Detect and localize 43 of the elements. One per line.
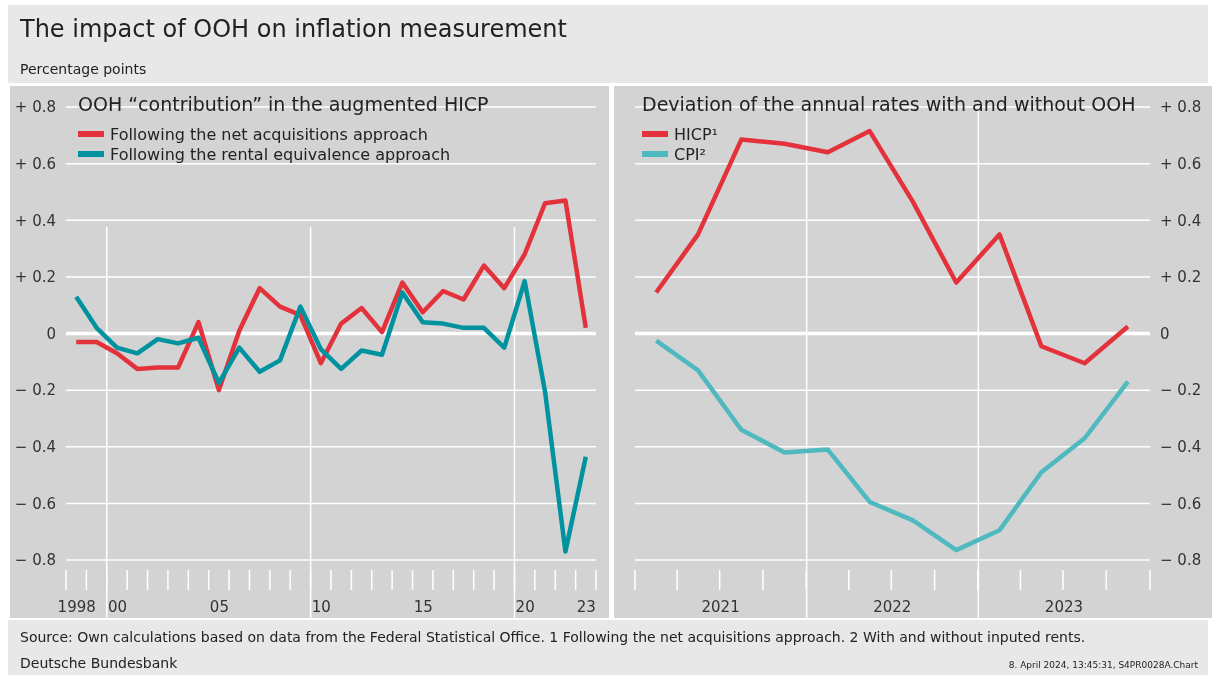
x-tick-label: 00 [107,597,128,616]
line-series [653,338,1131,553]
chart-title: Deviation of the annual rates with and without OOH [642,93,1136,115]
y-tick-label: 0 [1160,324,1170,343]
text: Percentage points [20,61,147,77]
y-tick-label: + 0.8 [14,98,56,117]
y-tick-label: + 0.2 [14,268,56,287]
legend-label: Following the rental equivalence approach [110,144,451,164]
y-tick-label: + 0.6 [1160,154,1202,173]
legend-label: Following the net acquisitions approach [110,124,428,144]
y-tick-label: + 0.8 [1160,98,1202,117]
y-tick-label: − 0.8 [14,551,56,570]
y-tick-label: − 0.6 [1160,494,1202,513]
y-tick-label: + 0.2 [1160,268,1202,287]
y-tick-label: + 0.6 [14,154,56,173]
line-series [73,278,589,554]
source-note: Source: Own calculations based on data from the Federal Statistical Office. 1 Following the net acquisitions approach. 2 With and without inputed rents. [20,629,1086,645]
y-tick-label: − 0.2 [1160,381,1202,400]
y-tick-label: − 0.4 [1160,438,1202,456]
x-tick-label: 15 [413,597,433,616]
text: Deutsche Bundesbank [20,655,179,671]
y-tick-label: − 0.6 [14,494,56,513]
x-tick-label: 2021 [701,597,740,616]
x-tick-label: 10 [311,597,331,616]
y-tick-label: − 0.4 [14,438,56,456]
x-tick-label: 20 [515,597,535,616]
y-tick-label: 0 [46,324,56,343]
y-tick-label: + 0.4 [14,211,56,230]
x-tick-label: 2022 [873,597,912,616]
text: 8. April 2024, 13:45:31, S4PR0028A.Chart [1008,660,1199,670]
x-tick-label: 1998 [57,597,96,616]
y-tick-label: − 0.8 [1160,551,1202,570]
line-series [73,198,589,393]
text: The impact of OOH on inflation measurement [19,15,567,43]
y-tick-label: + 0.4 [1160,211,1202,230]
x-tick-label: 23 [576,597,596,616]
legend-label: CPI² [674,144,706,164]
x-tick-label: 05 [209,597,229,616]
y-tick-label: − 0.2 [14,381,56,400]
chart-title: OOH “contribution” in the augmented HICP [78,93,489,115]
legend-label: HICP¹ [674,124,718,144]
x-tick-label: 2023 [1044,597,1084,616]
line-series [653,128,1131,366]
